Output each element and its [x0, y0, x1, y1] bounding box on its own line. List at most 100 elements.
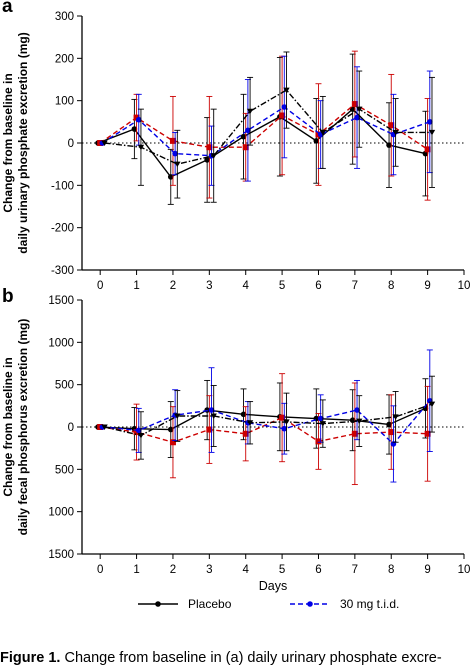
y-axis-title: daily fecal phosphorus excretion (mg): [16, 319, 30, 536]
x-tick-label: 6: [315, 280, 321, 292]
x-tick-label: 10: [458, 564, 471, 576]
series-10-mg-t-i-d-: [97, 50, 431, 201]
x-tick-label: 1: [133, 280, 139, 292]
data-point: [246, 108, 254, 115]
data-point: [319, 421, 327, 427]
series-line: [100, 416, 428, 443]
legend-item: 30 mg t.i.d.: [290, 597, 399, 611]
y-axis-title: Change from baseline in: [1, 73, 15, 212]
legend-item: Placebo: [138, 597, 232, 611]
x-tick-label: 7: [352, 564, 358, 576]
x-tick-label: 0: [97, 564, 103, 576]
data-point: [210, 153, 217, 159]
x-tick-label: 4: [243, 564, 250, 576]
data-point: [392, 129, 399, 136]
y-tick-label: 500: [55, 464, 74, 476]
data-point: [354, 114, 360, 121]
data-point: [131, 126, 138, 132]
data-point: [210, 413, 217, 419]
data-point: [315, 438, 322, 445]
data-point: [281, 425, 288, 432]
series-line: [104, 89, 432, 165]
series-line: [104, 403, 433, 437]
x-tick-label: 3: [206, 564, 212, 576]
data-point: [174, 161, 181, 168]
y-tick-label: -300: [51, 265, 74, 277]
panel-label: b: [2, 286, 14, 307]
data-point: [424, 430, 431, 437]
data-point: [428, 129, 436, 136]
caption-text: Change from baseline in (a) daily urinar…: [64, 650, 442, 666]
x-tick-label: 8: [388, 280, 394, 292]
y-axis-title: Change from baseline in: [1, 357, 15, 496]
data-point: [240, 411, 247, 418]
x-tick-label: 6: [315, 564, 321, 576]
data-point: [246, 420, 254, 426]
data-point: [242, 144, 249, 151]
data-point: [240, 133, 247, 140]
data-point: [137, 432, 145, 439]
data-point: [208, 407, 215, 413]
data-point: [427, 119, 433, 125]
panel-label: a: [2, 0, 13, 17]
data-point: [283, 87, 290, 94]
x-tick-label: 8: [388, 564, 394, 576]
data-point: [135, 116, 142, 123]
data-point: [313, 138, 320, 144]
y-tick-label: 1000: [48, 337, 74, 349]
y-tick-label: 0: [68, 138, 74, 150]
data-point: [388, 429, 395, 436]
data-point: [281, 104, 288, 110]
data-point: [174, 413, 181, 419]
y-tick-label: 1500: [48, 549, 74, 561]
x-tick-label: 10: [458, 280, 471, 292]
y-tick-label: -200: [51, 223, 74, 235]
x-tick-label: 2: [170, 280, 176, 292]
caption-label: Figure 1.: [0, 650, 61, 666]
x-tick-label: 4: [243, 280, 250, 292]
x-axis-title: Days: [259, 579, 287, 593]
legend: Placebo10 mg t.i.d.30 mg t.i.d.100 mg t.…: [138, 597, 399, 611]
data-point: [388, 122, 395, 129]
data-point: [356, 106, 363, 113]
x-tick-label: 3: [206, 280, 212, 292]
data-point: [386, 421, 392, 428]
legend-marker: [155, 601, 161, 607]
x-tick-label: 1: [133, 564, 139, 576]
data-point: [204, 157, 210, 163]
data-point: [356, 418, 363, 425]
x-tick-label: 9: [424, 564, 430, 576]
data-point: [283, 419, 290, 425]
data-point: [351, 101, 358, 108]
y-tick-label: 300: [55, 11, 74, 23]
data-point: [169, 137, 176, 144]
y-tick-label: 1500: [48, 295, 74, 307]
data-point: [428, 401, 436, 408]
y-tick-label: 500: [55, 380, 74, 392]
data-point: [351, 430, 358, 437]
data-point: [242, 430, 249, 437]
y-tick-label: 0: [68, 422, 74, 434]
series-placebo: [95, 378, 429, 458]
x-tick-label: 5: [279, 280, 285, 292]
data-point: [424, 146, 431, 153]
legend-label: 30 mg t.i.d.: [340, 597, 399, 611]
x-tick-label: 9: [424, 280, 430, 292]
data-point: [279, 112, 286, 119]
data-point: [167, 174, 174, 180]
y-tick-label: 100: [55, 96, 74, 108]
chart-panel-a: a -300 -200 -100 0 100 200 300 0 1 2 3 4 5 6 7 8 9 10 Chang…: [1, 0, 470, 292]
legend-label: Placebo: [188, 597, 232, 611]
data-point: [386, 142, 392, 148]
x-tick-label: 7: [352, 280, 358, 292]
data-point: [172, 150, 178, 157]
chart-panel-b: b 1500 1000 500 0 500 1000 1500 0 1 2 3 4 5 6 7 8 9 10 Chan…: [1, 286, 470, 593]
data-point: [206, 144, 213, 151]
y-axis-title: daily urinary phosphate excretion (mg): [16, 32, 30, 253]
y-tick-label: -100: [51, 180, 74, 192]
data-point: [279, 414, 286, 421]
x-tick-label: 5: [279, 564, 285, 576]
series-line: [102, 400, 431, 445]
legend-marker: [307, 601, 313, 607]
